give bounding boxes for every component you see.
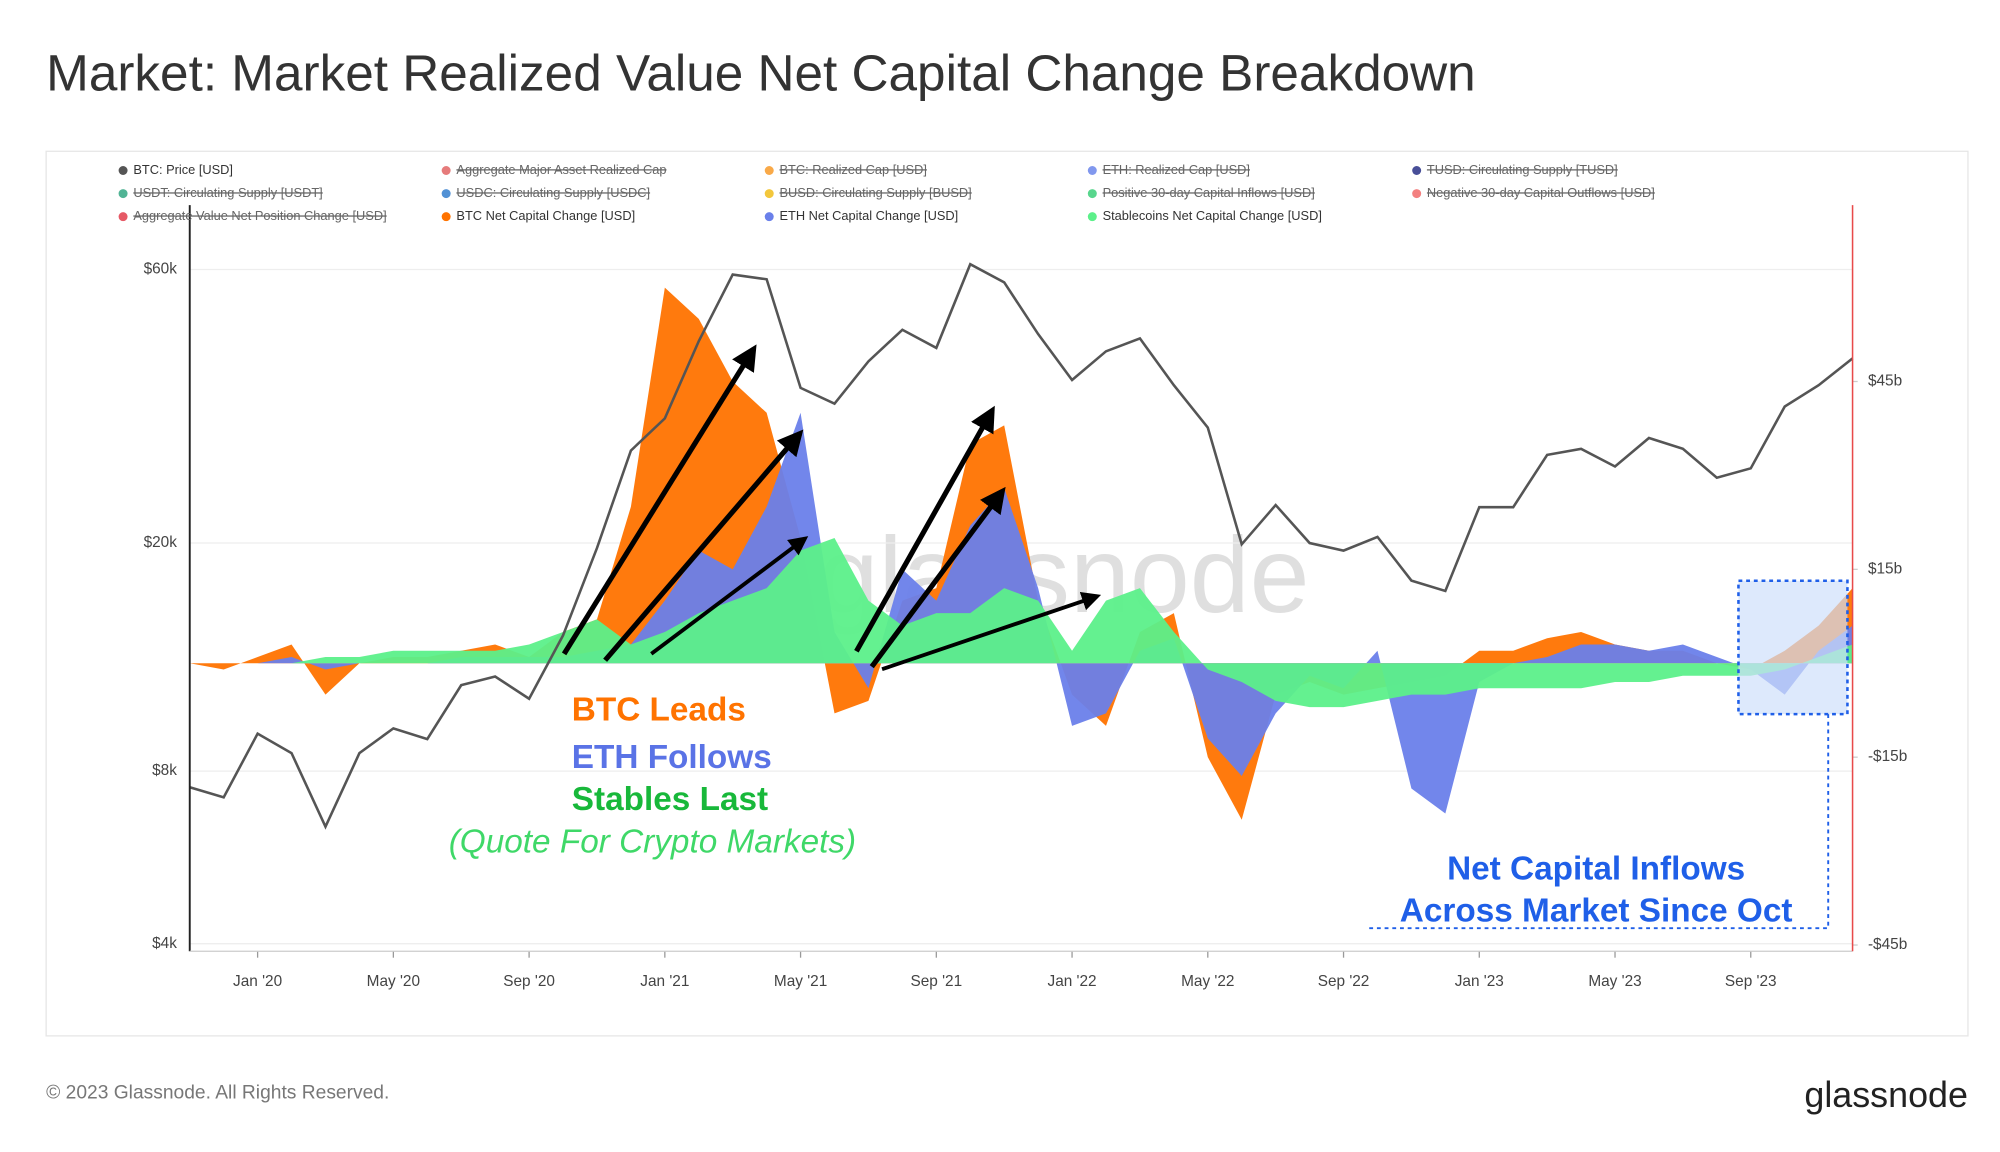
legend-swatch	[764, 212, 774, 222]
legend-label: BTC: Realized Cap [USD]	[779, 162, 926, 177]
highlight-box	[1737, 579, 1849, 716]
x-tick-label: Sep '20	[503, 973, 555, 990]
legend-swatch	[118, 166, 128, 175]
annotation: Stables Last	[572, 781, 768, 818]
chart-frame	[45, 150, 1969, 1037]
arrow	[869, 486, 1006, 669]
x-tick-label: Sep '23	[1725, 973, 1777, 990]
arrow	[881, 591, 1102, 672]
x-tick-label: May '22	[1181, 973, 1234, 990]
legend-swatch	[441, 189, 451, 199]
brand-logo: glassnode	[1804, 1075, 1968, 1115]
legend-swatch	[1087, 189, 1097, 199]
legend-label: BTC: Price [USD]	[133, 162, 233, 177]
x-tick-label: Jan '23	[1455, 973, 1504, 990]
legend-label: BTC Net Capital Change [USD]	[456, 208, 635, 223]
y2-tick-label: $45b	[1868, 373, 1902, 390]
legend-swatch	[764, 166, 774, 175]
y2-tick-label: -$45b	[1868, 936, 1907, 953]
legend-label: BUSD: Circulating Supply [BUSD]	[779, 185, 971, 200]
x-tick-label: Jan '22	[1048, 973, 1097, 990]
legend-label: ETH Net Capital Change [USD]	[779, 208, 958, 223]
legend-swatch	[764, 189, 774, 199]
legend-label: Aggregate Major Asset Realized Cap	[456, 162, 666, 177]
y2-tick-label: $15b	[1868, 560, 1902, 577]
x-tick-label: Sep '21	[910, 973, 962, 990]
legend-swatch	[118, 212, 128, 222]
legend-swatch	[1412, 166, 1422, 175]
legend-label: USDT: Circulating Supply [USDT]	[133, 185, 322, 200]
x-tick-label: May '21	[774, 973, 827, 990]
legend-label: Stablecoins Net Capital Change [USD]	[1103, 208, 1322, 223]
legend-label: TUSD: Circulating Supply [TUSD]	[1427, 162, 1618, 177]
x-tick-label: Jan '21	[640, 973, 689, 990]
arrow	[854, 405, 995, 653]
arrows	[561, 344, 1102, 672]
y-tick-label: $4k	[152, 935, 177, 952]
legend-swatch	[1087, 166, 1097, 175]
x-tick-label: May '20	[367, 973, 420, 990]
x-tick-label: Sep '22	[1318, 973, 1370, 990]
y-tick-label: $8k	[152, 762, 177, 779]
annotation: BTC Leads	[572, 691, 746, 728]
arrow	[561, 344, 757, 656]
legend-label: USDC: Circulating Supply [USDC]	[456, 185, 650, 200]
annotation: Net Capital Inflows	[1447, 850, 1745, 887]
legend-swatch	[118, 189, 128, 199]
footer: © 2023 Glassnode. All Rights Reserved.	[46, 1083, 389, 1104]
arrow	[603, 429, 804, 662]
chart-title: Market: Market Realized Value Net Capita…	[46, 44, 1476, 101]
annotation: ETH Follows	[572, 739, 772, 776]
price-line	[189, 262, 1854, 830]
annotation: (Quote For Crypto Markets)	[449, 823, 856, 860]
legend-swatch	[441, 212, 451, 222]
arrow	[650, 536, 809, 656]
y-tick-label: $20k	[144, 534, 178, 551]
legend-label: Aggregate Value Net Position Change [USD…	[133, 208, 386, 223]
legend-label: Negative 30-day Capital Outflows [USD]	[1427, 185, 1655, 200]
annotation: Across Market Since Oct	[1400, 893, 1793, 930]
x-tick-label: May '23	[1588, 973, 1641, 990]
legend-swatch	[1412, 189, 1422, 199]
legend-swatch	[441, 166, 451, 175]
x-tick-label: Jan '20	[233, 973, 282, 990]
y-tick-label: $60k	[144, 261, 178, 278]
legend-swatch	[1087, 212, 1097, 222]
y2-tick-label: -$15b	[1868, 748, 1907, 765]
legend-label: ETH: Realized Cap [USD]	[1103, 162, 1250, 177]
legend-label: Positive 30-day Capital Inflows [USD]	[1103, 185, 1315, 200]
